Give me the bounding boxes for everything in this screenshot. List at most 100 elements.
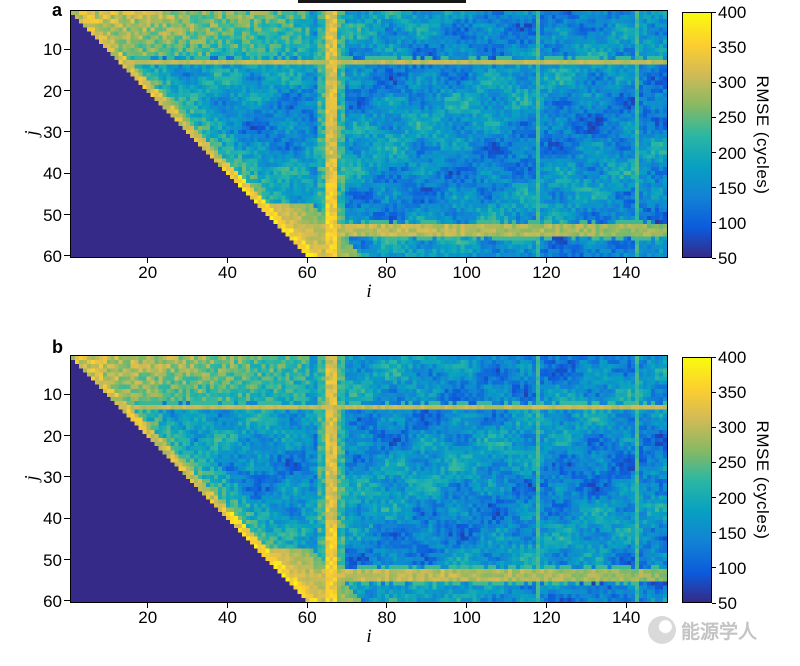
colorbar-tick-label: 50	[718, 594, 737, 613]
y-tick-mark	[64, 393, 70, 395]
colorbar	[682, 357, 712, 603]
y-tick-mark	[64, 48, 70, 50]
y-tick-mark	[64, 255, 70, 257]
colorbar-tick-mark	[712, 532, 716, 534]
x-tick-label: 120	[532, 608, 561, 627]
colorbar-tick-mark	[712, 567, 716, 569]
y-tick-mark	[64, 131, 70, 133]
x-tick-label: 60	[297, 263, 317, 282]
energist-logo-icon	[648, 616, 676, 644]
colorbar-tick-label: 150	[718, 523, 747, 543]
x-tick-label: 140	[611, 263, 641, 282]
y-tick-mark	[64, 435, 70, 437]
colorbar-tick-mark	[712, 391, 716, 393]
colorbar-tick-mark	[712, 356, 716, 358]
colorbar-tick-label: 200	[718, 143, 747, 163]
x-tick-mark	[545, 258, 547, 263]
colorbar-tick-mark	[712, 222, 716, 224]
panel-label-a: a	[52, 0, 63, 20]
y-tick-label: 60	[43, 246, 62, 266]
heatmap-canvas	[71, 11, 667, 257]
x-tick-mark	[625, 258, 627, 263]
x-tick-label: 120	[532, 263, 561, 282]
x-tick-mark	[466, 258, 468, 263]
heatmap-plot	[70, 355, 668, 603]
x-tick-label: 80	[377, 608, 397, 627]
x-tick-mark	[147, 603, 149, 608]
watermark-text: 能源学人	[681, 621, 758, 643]
y-tick-label: 50	[43, 550, 62, 570]
panel-label-b: b	[52, 337, 63, 357]
y-tick-label: 40	[43, 164, 62, 184]
x-tick-label: 40	[218, 263, 237, 282]
x-tick-mark	[226, 258, 228, 263]
colorbar-tick-label: 150	[718, 178, 747, 198]
colorbar-tick-label: 400	[718, 3, 747, 22]
x-tick-mark	[226, 603, 228, 608]
colorbar	[682, 12, 712, 258]
colorbar-tick-mark	[712, 116, 716, 118]
y-tick-label: 30	[43, 467, 62, 487]
x-tick-mark	[545, 603, 547, 608]
x-tick-mark	[386, 258, 388, 263]
x-tick-label: 100	[452, 608, 481, 627]
colorbar-tick-mark	[712, 257, 716, 259]
colorbar-tick-mark	[712, 461, 716, 463]
x-tick-mark	[466, 603, 468, 608]
colorbar-label: RMSE (cycles)	[753, 75, 772, 195]
colorbar-tick-label: 100	[718, 558, 747, 578]
colorbar-label: RMSE (cycles)	[753, 420, 772, 540]
heatmap-plot	[70, 10, 668, 258]
x-tick-label: 40	[218, 608, 237, 627]
colorbar-tick-label: 200	[718, 488, 747, 508]
y-tick-label: 10	[43, 385, 62, 405]
colorbar-tick-label: 50	[718, 249, 737, 268]
x-tick-label: 100	[452, 263, 481, 282]
panel-b: b j 20 40 60 80 100 120 140 10 20 30 40 50 60 i 50 10…	[0, 337, 800, 666]
y-tick-mark	[64, 517, 70, 519]
y-tick-label: 20	[43, 81, 62, 101]
y-tick-label: 10	[43, 40, 62, 60]
x-tick-mark	[306, 603, 308, 608]
y-tick-mark	[64, 559, 70, 561]
colorbar-tick-mark	[712, 426, 716, 428]
colorbar-tick-mark	[712, 81, 716, 83]
x-axis-label: i	[366, 281, 372, 302]
y-tick-mark	[64, 172, 70, 174]
x-tick-label: 20	[138, 608, 158, 627]
colorbar-tick-label: 250	[718, 453, 747, 473]
watermark: 能源学人	[648, 616, 757, 644]
x-axis-label: i	[366, 626, 372, 647]
colorbar-tick-mark	[712, 602, 716, 604]
x-tick-label: 80	[377, 263, 397, 282]
colorbar-tick-label: 300	[718, 418, 747, 438]
y-tick-label: 40	[43, 509, 62, 529]
heatmap-canvas	[71, 356, 667, 602]
panel-a: a j 20 40 60 80 100 120 140 10 20 30 40 50 60 i 50 10…	[22, 0, 772, 302]
y-tick-label: 50	[43, 205, 62, 225]
y-tick-label: 20	[43, 426, 62, 446]
crop-artifact	[298, 0, 466, 3]
x-tick-mark	[306, 258, 308, 263]
y-tick-mark	[64, 600, 70, 602]
colorbar-tick-mark	[712, 46, 716, 48]
colorbar-tick-label: 250	[718, 108, 747, 128]
x-tick-mark	[625, 603, 627, 608]
colorbar-tick-label: 400	[718, 348, 747, 367]
colorbar-tick-mark	[712, 497, 716, 499]
y-tick-label: 30	[43, 122, 62, 142]
y-tick-mark	[64, 90, 70, 92]
x-tick-label: 140	[611, 608, 641, 627]
colorbar-tick-mark	[712, 187, 716, 189]
x-tick-label: 20	[138, 263, 158, 282]
colorbar-tick-mark	[712, 11, 716, 13]
y-tick-mark	[64, 214, 70, 216]
x-tick-label: 60	[297, 608, 317, 627]
y-tick-label: 60	[43, 591, 62, 611]
colorbar-tick-label: 100	[718, 213, 747, 233]
colorbar-tick-label: 300	[718, 73, 747, 93]
x-tick-mark	[386, 603, 388, 608]
colorbar-tick-label: 350	[718, 383, 747, 403]
x-tick-mark	[147, 258, 149, 263]
